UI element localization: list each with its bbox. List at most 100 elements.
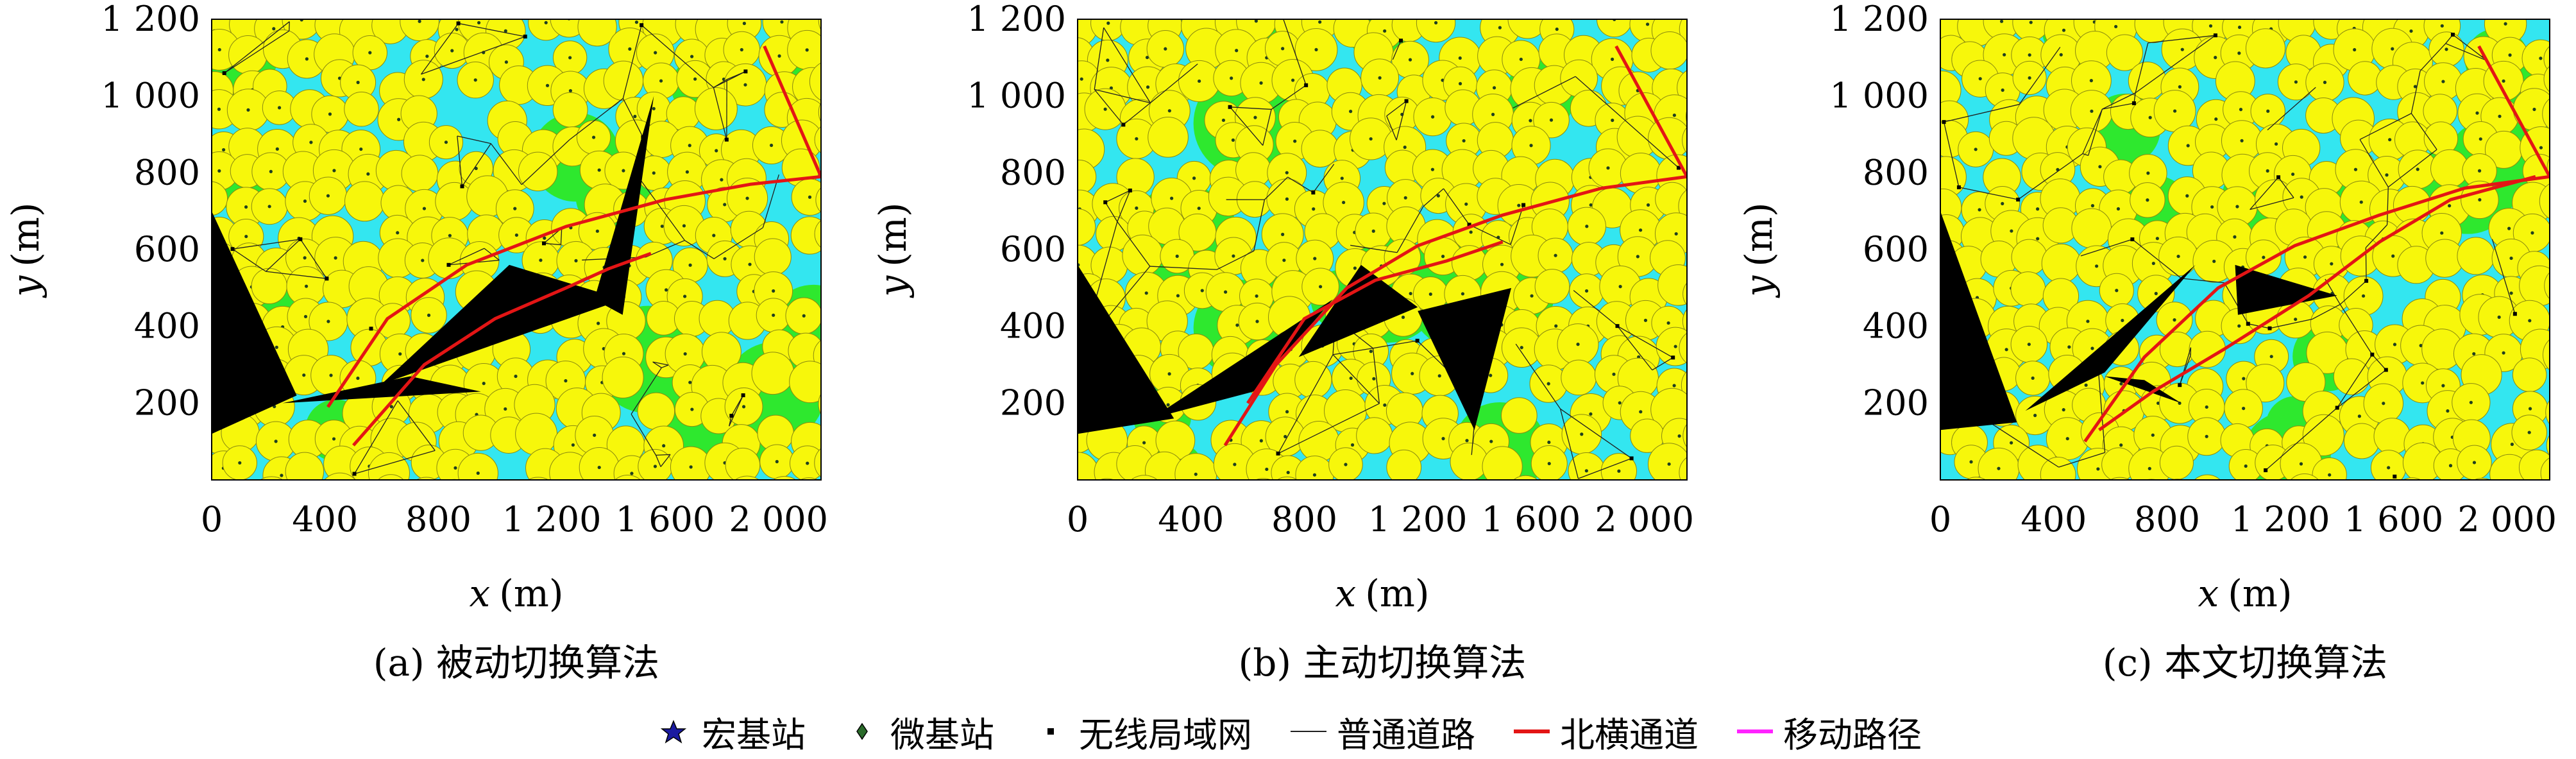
micro-bs-marker [1176, 294, 1180, 298]
micro-bs-marker [1700, 320, 1703, 323]
micro-coverage-cell [1688, 32, 1726, 71]
micro-bs-marker [2028, 53, 2031, 57]
micro-bs-marker [2539, 146, 2543, 149]
micro-bs-marker [2031, 376, 2035, 380]
micro-bs-marker [272, 27, 276, 31]
wlan-marker [542, 241, 547, 246]
micro-coverage-cell [2551, 363, 2576, 398]
micro-bs-marker [1223, 290, 1228, 294]
micro-bs-marker [2119, 382, 2123, 386]
x-tick-label: 2 000 [729, 499, 828, 540]
micro-bs-marker [1555, 27, 1559, 31]
micro-bs-marker [1254, 19, 1258, 23]
micro-bs-marker [514, 374, 518, 379]
micro-bs-marker [2509, 291, 2513, 295]
micro-bs-marker [802, 314, 806, 318]
micro-coverage-cell [1301, 130, 1339, 168]
micro-coverage-cell [344, 91, 379, 127]
micro-coverage-cell [790, 445, 821, 480]
micro-bs-marker [2178, 401, 2182, 405]
micro-bs-marker [425, 55, 429, 58]
micro-bs-marker [545, 83, 550, 87]
legend: 宏基站 微基站 无线局域网 普通道路 北横通道 移动路径 [0, 709, 2576, 755]
road-segment [1230, 107, 1272, 110]
micro-coverage-cell [826, 280, 860, 314]
micro-bs-marker [2561, 112, 2564, 115]
micro-bs-marker [2001, 88, 2004, 92]
road-segment [1094, 89, 1124, 125]
micro-coverage-cell [1099, 478, 1115, 480]
y-tick-labels: 200 400 600 800 1 000 1 200 [967, 0, 1066, 423]
micro-coverage-cell [2542, 98, 2550, 130]
y-tick-label: 600 [134, 229, 200, 269]
micro-bs-marker [2212, 259, 2216, 263]
micro-bs-marker [2411, 494, 2414, 497]
micro-bs-marker [2237, 25, 2242, 30]
micro-bs-marker [1318, 20, 1322, 24]
micro-coverage-cell [552, 92, 588, 128]
micro-coverage-cell [344, 181, 385, 222]
plot-frame [1077, 19, 1688, 481]
micro-bs-marker [1175, 254, 1179, 258]
micro-bs-marker [332, 437, 336, 441]
micro-bs-marker [1281, 232, 1285, 236]
micro-bs-marker [1198, 79, 1201, 83]
micro-bs-marker [2094, 497, 2097, 500]
y-axis-title: y(m) [4, 202, 47, 298]
road-segment [2017, 153, 2083, 200]
micro-bs-marker [1235, 323, 1239, 327]
road-segment [300, 239, 327, 279]
micro-bs-marker [2299, 462, 2303, 466]
micro-bs-marker [2502, 79, 2505, 83]
micro-bs-marker [597, 465, 601, 470]
micro-bs-marker [303, 199, 307, 203]
micro-bs-marker [514, 233, 518, 237]
road-segment [622, 98, 643, 138]
micro-coverage-cell [2545, 400, 2550, 425]
micro-coverage-cell [1501, 397, 1538, 434]
road-segment [1332, 348, 1373, 355]
micro-bs-marker [662, 444, 666, 448]
micro-bs-marker [1636, 255, 1640, 259]
micro-coverage-cell [2333, 358, 2371, 395]
wlan-marker [1676, 166, 1681, 170]
micro-coverage-cell [1682, 282, 1687, 306]
legend-label: 移动路径 [1783, 714, 1922, 755]
micro-bs-marker [605, 502, 608, 505]
micro-bs-marker [723, 203, 727, 207]
micro-bs-marker [1674, 345, 1677, 348]
micro-bs-marker [831, 198, 835, 201]
micro-bs-marker [2062, 28, 2066, 32]
micro-coverage-cell [247, 479, 252, 480]
micro-bs-marker [2294, 318, 2298, 321]
micro-bs-marker [2148, 115, 2152, 119]
micro-bs-marker [1235, 49, 1239, 53]
micro-bs-marker [1314, 47, 1318, 52]
micro-coverage-cell [1148, 117, 1189, 158]
micro-bs-marker [221, 148, 226, 152]
micro-bs-marker [2244, 464, 2248, 468]
micro-bs-marker [2090, 109, 2094, 113]
handover-triangle [282, 376, 481, 404]
micro-coverage-cell [2302, 414, 2344, 456]
micro-coverage-cell [790, 216, 821, 255]
road-segment [1262, 109, 1272, 146]
micro-bs-marker [1674, 232, 1678, 236]
panel-caption: (a) 被动切换算法 [373, 641, 659, 685]
handover-triangle [1298, 264, 1418, 357]
micro-coverage-cell [2544, 271, 2550, 300]
road-segment [2102, 103, 2135, 110]
micro-coverage-cell [1078, 208, 1096, 246]
road-segment [1350, 244, 1398, 253]
micro-coverage-cell [2543, 46, 2550, 72]
road-segment [1094, 89, 1151, 104]
micro-coverage-cell [772, 475, 797, 480]
wlan-marker [2512, 312, 2517, 316]
micro-bs-marker [1194, 472, 1198, 476]
road-segment [1396, 101, 1407, 141]
micro-coverage-cell [2542, 339, 2550, 371]
road-segment [1513, 76, 1576, 109]
micro-bs-marker [597, 321, 600, 325]
road-segment [622, 25, 642, 99]
micro-bs-marker [2176, 254, 2180, 259]
